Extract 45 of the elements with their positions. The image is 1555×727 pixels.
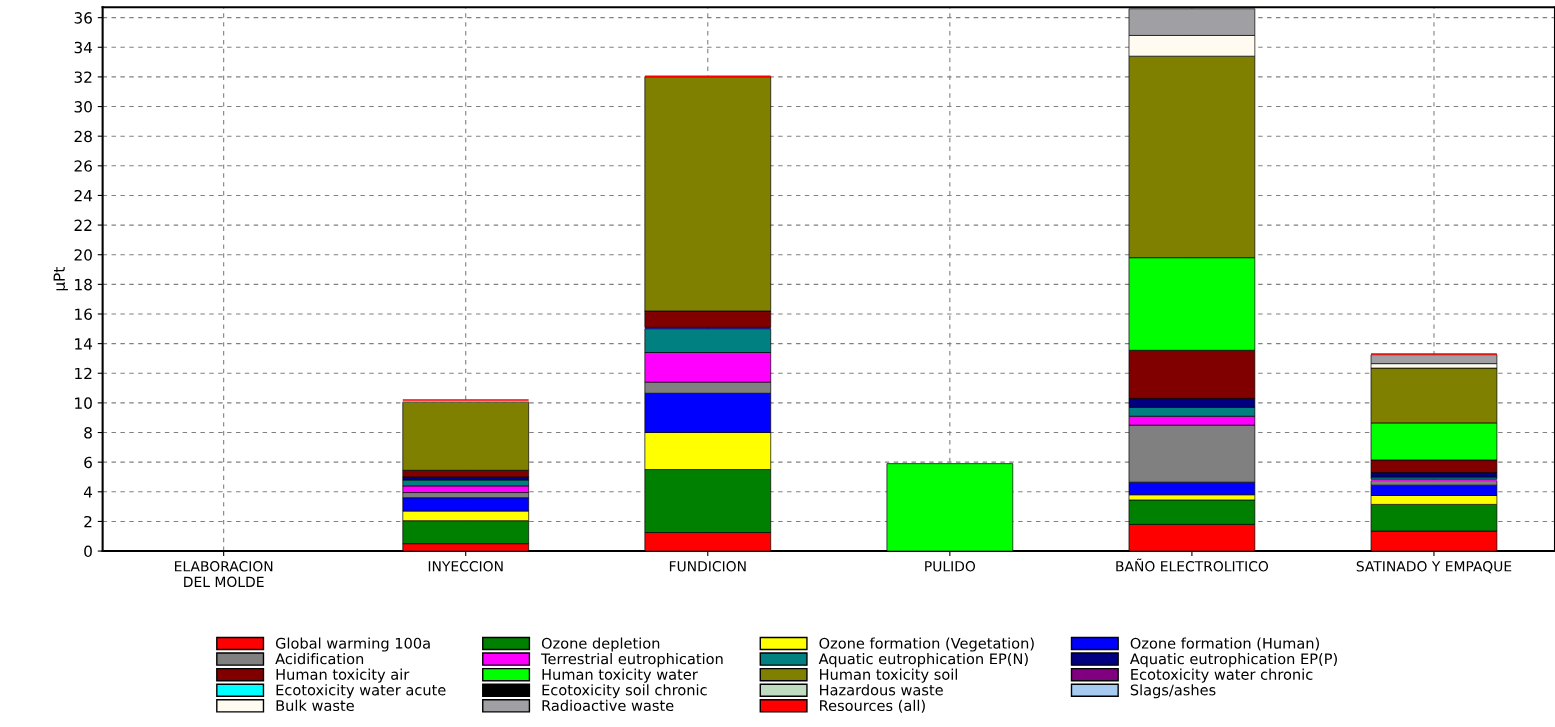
x-tick-label: ELABORACION DEL MOLDE (175, 561, 273, 588)
legend-label: Aquatic eutrophication EP(P) (1129, 653, 1337, 668)
legend-label: Ecotoxicity water acute (276, 684, 446, 699)
legend-label: Ecotoxicity water chronic (1131, 668, 1313, 683)
y-tick-label: 10 (75, 397, 92, 409)
y-tick-label: 16 (75, 308, 92, 321)
y-tick-label: 34 (74, 41, 93, 54)
y-tick-label: 20 (74, 249, 92, 261)
y-tick-label: 8 (84, 426, 92, 439)
y-tick-label: 22 (74, 219, 92, 231)
legend-label: Terrestrial eutrophication (541, 653, 723, 668)
y-tick-label: 4 (83, 486, 93, 498)
y-tick-label: 32 (74, 71, 92, 83)
legend-label: Resources (all) (820, 699, 925, 713)
y-tick-label: 18 (75, 278, 92, 291)
legend-label: Hazardous waste (820, 684, 943, 696)
x-tick-label: SATINADO Y EMPAQUE (1356, 561, 1512, 574)
legend-label: Ozone formation (Human) (1130, 637, 1319, 651)
y-tick-label: 2 (84, 515, 92, 528)
y-tick-label: 30 (74, 101, 92, 113)
legend-label: Radioactive waste (542, 699, 674, 712)
y-tick-label: 28 (74, 130, 92, 143)
y-tick-label: 6 (84, 456, 92, 469)
x-tick-label: FUNDICION (669, 561, 746, 572)
legend-label: Bulk waste (276, 699, 354, 712)
legend-label: Aquatic eutrophication EP(N) (818, 653, 1028, 668)
legend-label: Human toxicity air (276, 668, 410, 683)
legend-label: Ozone depletion (541, 637, 660, 652)
legend-label: Acidification (275, 653, 364, 665)
y-tick-label: 26 (74, 160, 92, 172)
x-tick-label: PULIDO (925, 561, 976, 572)
legend-label: Ecotoxicity soil chronic (542, 684, 707, 699)
legend-label: Slags/ashes (1130, 684, 1216, 699)
legend-label: Human toxicity water (542, 668, 698, 683)
y-tick-label: 14 (75, 338, 93, 350)
y-tick-label: 0 (84, 545, 92, 558)
x-tick-label: INYECCION (428, 561, 503, 572)
x-tick-label: BAÑO ELECTROLITICO (1116, 558, 1269, 572)
legend-label: Ozone formation (Vegetation) (819, 637, 1034, 652)
y-axis-title: µPt (53, 267, 68, 291)
y-tick-label: 36 (74, 12, 92, 24)
y-tick-label: 12 (75, 367, 92, 380)
legend-label: Global warming 100a (275, 637, 430, 652)
legend-label: Human toxicity soil (820, 668, 958, 683)
y-tick-label: 24 (74, 189, 93, 202)
